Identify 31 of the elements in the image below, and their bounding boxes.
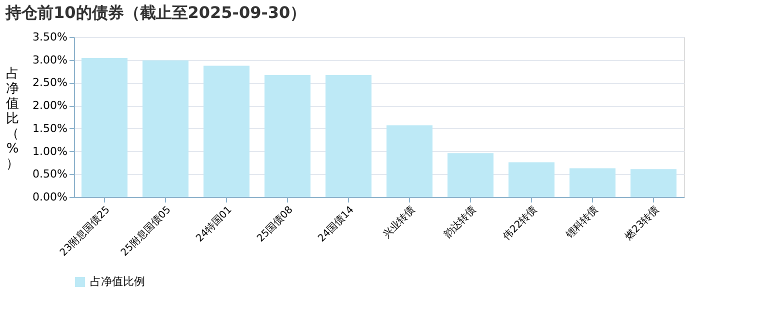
bar <box>630 169 676 197</box>
y-axis-title: 占净值比（%） <box>6 66 19 172</box>
x-tick-label: 伟22转债 <box>500 204 540 242</box>
legend-label: 占净值比例 <box>90 275 145 288</box>
x-tick-label: 24国债14 <box>316 204 356 244</box>
y-tick-label: 3.50% <box>32 30 68 44</box>
y-tick-label: 3.00% <box>32 53 68 66</box>
bar <box>386 125 432 197</box>
x-tick-label: 25国债08 <box>255 204 296 244</box>
x-tick-label: 锂科转债 <box>562 204 600 242</box>
chart-title: 持仓前10的债券（截止至2025-09-30） <box>4 3 306 22</box>
bar <box>82 58 128 197</box>
bar <box>448 153 494 197</box>
bar <box>204 66 250 197</box>
bar <box>508 162 554 197</box>
y-tick-label: 1.00% <box>32 144 68 158</box>
bar <box>264 74 310 197</box>
y-tick-label: 2.00% <box>32 99 68 112</box>
x-tick-label: 23附息国债25 <box>58 204 112 259</box>
bar <box>142 60 188 197</box>
y-tick-label: 2.50% <box>32 76 68 90</box>
y-tick-label: 0.00% <box>32 190 68 204</box>
x-tick-label: 25附息国债05 <box>118 204 174 259</box>
bar <box>570 168 616 197</box>
y-tick-label: 1.50% <box>32 122 68 135</box>
x-tick-label: 兴业转债 <box>380 204 418 241</box>
y-tick-label: 0.50% <box>32 168 68 181</box>
bar <box>326 74 372 197</box>
x-tick-label: 24特国01 <box>194 204 234 244</box>
x-tick-label: 韵达转债 <box>442 204 478 241</box>
x-tick-label: 燃23转债 <box>622 204 662 242</box>
